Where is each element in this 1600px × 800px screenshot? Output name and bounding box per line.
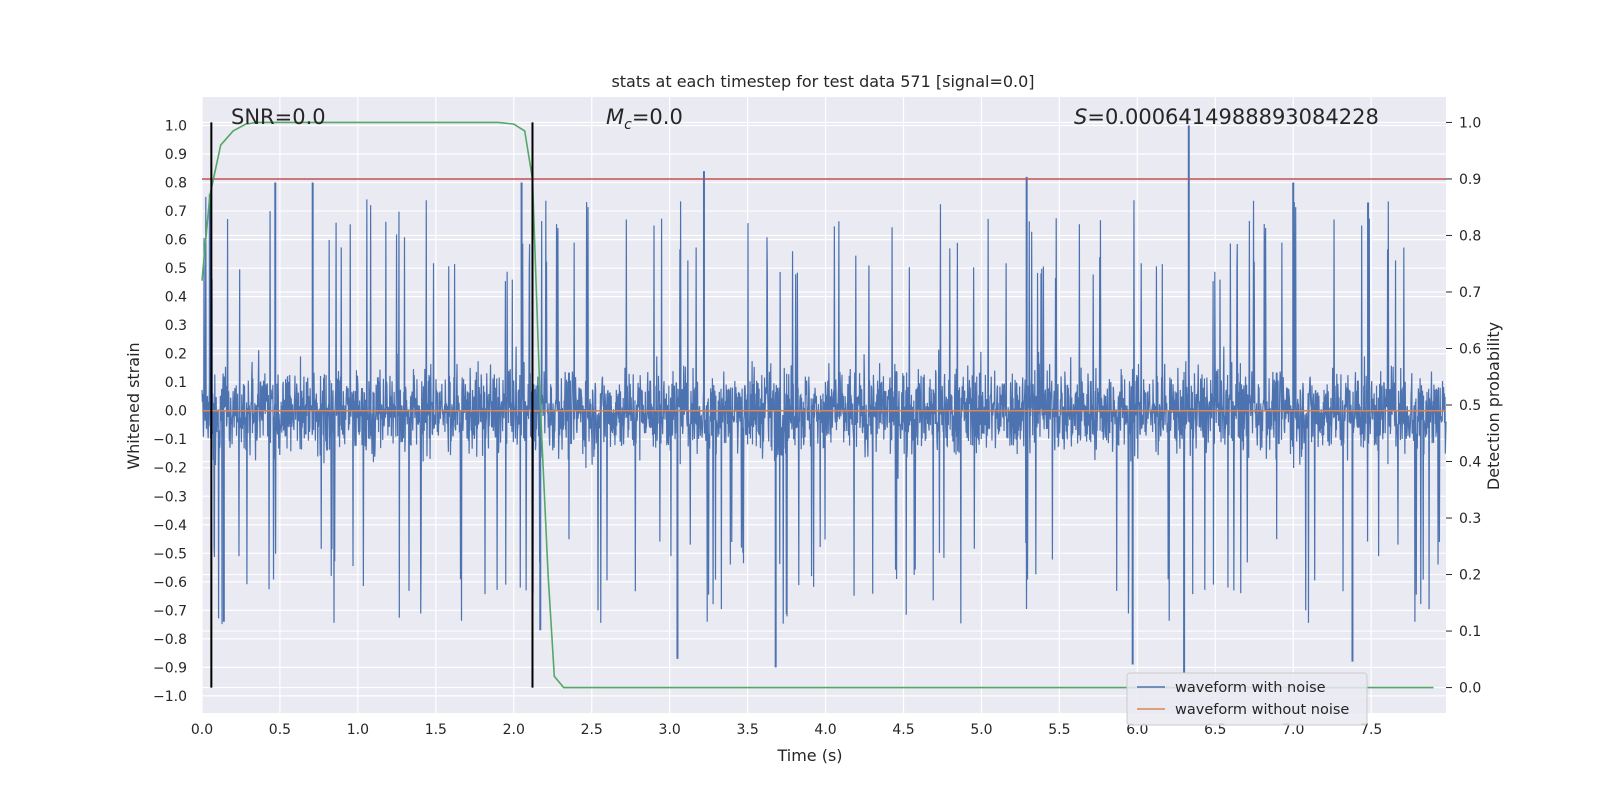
probability-trace <box>201 121 1434 689</box>
y-tick-label: −0.2 <box>153 461 187 477</box>
x-tick-label: 5.0 <box>970 722 992 738</box>
y2-tick-label: 0.9 <box>1459 172 1481 188</box>
y-tick-label: 0.3 <box>165 318 187 334</box>
y-tick-label: −0.3 <box>153 489 187 505</box>
y2-tick-label: 0.7 <box>1459 285 1481 301</box>
y-tick-label: −0.1 <box>153 432 187 448</box>
x-tick-label: 5.5 <box>1048 722 1070 738</box>
chart-title: stats at each timestep for test data 571… <box>611 72 1034 91</box>
y-tick-label: 0.1 <box>165 375 187 391</box>
y-tick-label: 0.0 <box>165 404 187 420</box>
y-tick-label: −0.8 <box>153 632 187 648</box>
x-axis-label: Time (s) <box>776 746 842 765</box>
y-tick-label: 0.5 <box>165 261 187 277</box>
y-tick-label: −0.7 <box>153 603 187 619</box>
y-tick-label: 0.6 <box>165 233 187 249</box>
x-tick-label: 6.5 <box>1204 722 1226 738</box>
legend-label-noise: waveform with noise <box>1175 680 1326 696</box>
y-tick-label: 0.8 <box>165 176 187 192</box>
y2-tick-label: 0.0 <box>1459 681 1481 697</box>
detection-probability-series <box>201 121 1434 689</box>
y-tick-label: 0.7 <box>165 204 187 220</box>
y-tick-label: −0.4 <box>153 518 187 534</box>
y-axis-label: Whitened strain <box>124 342 143 469</box>
statistic-value: =0.000641498889308422​8 <box>1087 105 1379 129</box>
legend: waveform with noise waveform without noi… <box>1126 672 1368 726</box>
x-tick-label: 7.0 <box>1282 722 1304 738</box>
y-tick-label: 0.9 <box>165 147 187 163</box>
x-tick-label: 4.0 <box>814 722 836 738</box>
y-tick-label: 0.2 <box>165 347 187 363</box>
y-tick-label: −0.6 <box>153 575 187 591</box>
x-tick-label: 2.0 <box>503 722 525 738</box>
y2-axis-ticks: 1.0 0.9 0.8 0.7 0.6 0.5 0.4 0.3 0.2 0.1 0.0 <box>1446 115 1481 697</box>
y-tick-label: −1.0 <box>153 689 187 705</box>
x-tick-label: 1.5 <box>425 722 447 738</box>
x-tick-label: 0.5 <box>269 722 291 738</box>
chirp-mass-subscript: c <box>624 117 632 133</box>
snr-statistic-annotation: S=0.000641498889308422​8 <box>1074 105 1379 129</box>
y2-tick-label: 0.3 <box>1459 511 1481 527</box>
marker-lines <box>210 122 534 688</box>
noise-trace <box>201 196 1447 625</box>
waveform-with-noise-series <box>201 125 1447 674</box>
y2-tick-label: 0.4 <box>1459 455 1481 471</box>
y-tick-label: 0.4 <box>165 290 187 306</box>
x-tick-label: 3.0 <box>659 722 681 738</box>
x-axis-ticks: 0.0 0.5 1.0 1.5 2.0 2.5 3.0 3.5 4.0 4.5 5.0 5.5 6.0 6… <box>191 722 1382 738</box>
chirp-mass-value: =0.0 <box>632 105 683 129</box>
y-tick-label: 1.0 <box>165 119 187 135</box>
y2-tick-label: 0.8 <box>1459 228 1481 244</box>
y-tick-label: −0.9 <box>153 660 187 676</box>
chirp-mass-annotation: Mc=0.0 <box>606 105 683 133</box>
x-tick-label: 6.0 <box>1126 722 1148 738</box>
snr-annotation: SNR=0.0 <box>231 105 326 129</box>
x-tick-label: 3.5 <box>736 722 758 738</box>
y2-axis-label: Detection probability <box>1484 322 1503 490</box>
y2-tick-label: 0.6 <box>1459 341 1481 357</box>
x-tick-label: 1.0 <box>347 722 369 738</box>
chirp-mass-symbol: M <box>606 105 624 129</box>
legend-label-clean: waveform without noise <box>1175 702 1349 718</box>
y2-tick-label: 0.5 <box>1459 398 1481 414</box>
x-tick-label: 0.0 <box>191 722 213 738</box>
statistic-symbol: S <box>1074 105 1087 129</box>
x-tick-label: 4.5 <box>892 722 914 738</box>
y2-tick-label: 0.1 <box>1459 624 1481 640</box>
y-tick-label: −0.5 <box>153 546 187 562</box>
y2-tick-label: 1.0 <box>1459 115 1481 131</box>
x-tick-label: 2.5 <box>581 722 603 738</box>
x-tick-label: 7.5 <box>1360 722 1382 738</box>
y-axis-ticks: 1.0 0.9 0.8 0.7 0.6 0.5 0.4 0.3 0.2 0.1 0.0 −0.1 −0.… <box>153 119 187 705</box>
legend-box <box>1126 672 1368 726</box>
y2-tick-label: 0.2 <box>1459 568 1481 584</box>
